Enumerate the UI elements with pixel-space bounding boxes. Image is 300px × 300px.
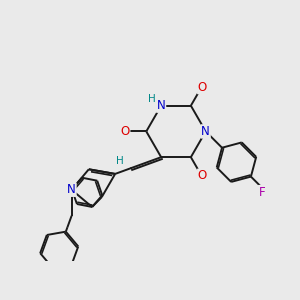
Text: H: H: [116, 155, 124, 166]
Text: F: F: [259, 186, 265, 199]
Text: O: O: [198, 81, 207, 94]
Text: N: N: [67, 183, 76, 196]
Text: N: N: [201, 125, 210, 138]
Text: O: O: [198, 169, 207, 182]
Text: N: N: [157, 99, 166, 112]
Text: O: O: [121, 125, 130, 138]
Text: H: H: [148, 94, 156, 104]
